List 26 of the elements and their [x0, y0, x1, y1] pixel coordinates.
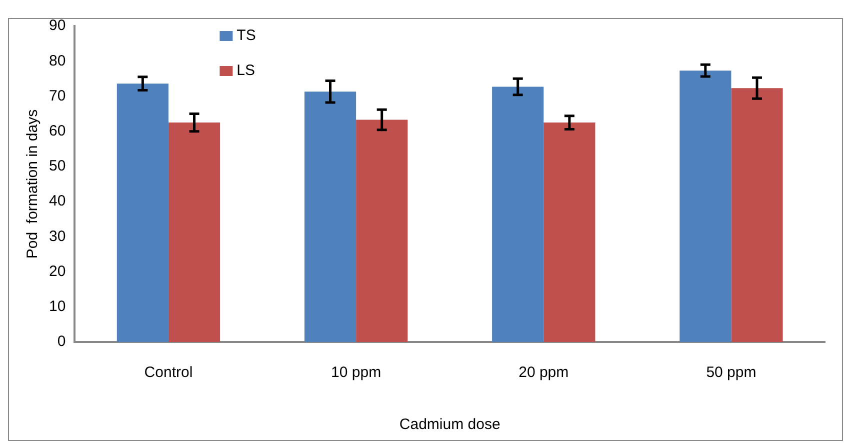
y-tick-label: 80 [48, 52, 66, 70]
y-tick-label: 0 [57, 333, 66, 350]
bar [356, 120, 408, 342]
x-tick-label: 50 ppm [706, 364, 756, 382]
y-tick-label: 60 [48, 122, 66, 140]
y-axis-title: Pod formation in days [24, 109, 42, 259]
bar [116, 84, 168, 342]
y-tick-label: 70 [48, 87, 66, 104]
y-tick-label: 90 [48, 17, 66, 34]
legend-label: LS [236, 62, 256, 80]
legend-label: TS [236, 27, 256, 44]
x-tick-label: Control [144, 364, 193, 382]
bar [168, 122, 220, 342]
bar [492, 86, 544, 342]
bar [544, 122, 596, 342]
y-tick-label: 20 [48, 262, 66, 280]
y-tick-label: 50 [48, 158, 66, 175]
y-tick-label: 40 [48, 192, 66, 210]
bar [304, 92, 356, 342]
x-axis-title: Cadmium dose [399, 416, 500, 434]
bar [680, 70, 732, 342]
bar [731, 88, 783, 342]
x-tick-label: 10 ppm [331, 364, 382, 382]
y-tick-label: 10 [48, 298, 66, 316]
y-tick-label: 30 [48, 228, 66, 245]
x-tick-label: 20 ppm [518, 364, 569, 382]
